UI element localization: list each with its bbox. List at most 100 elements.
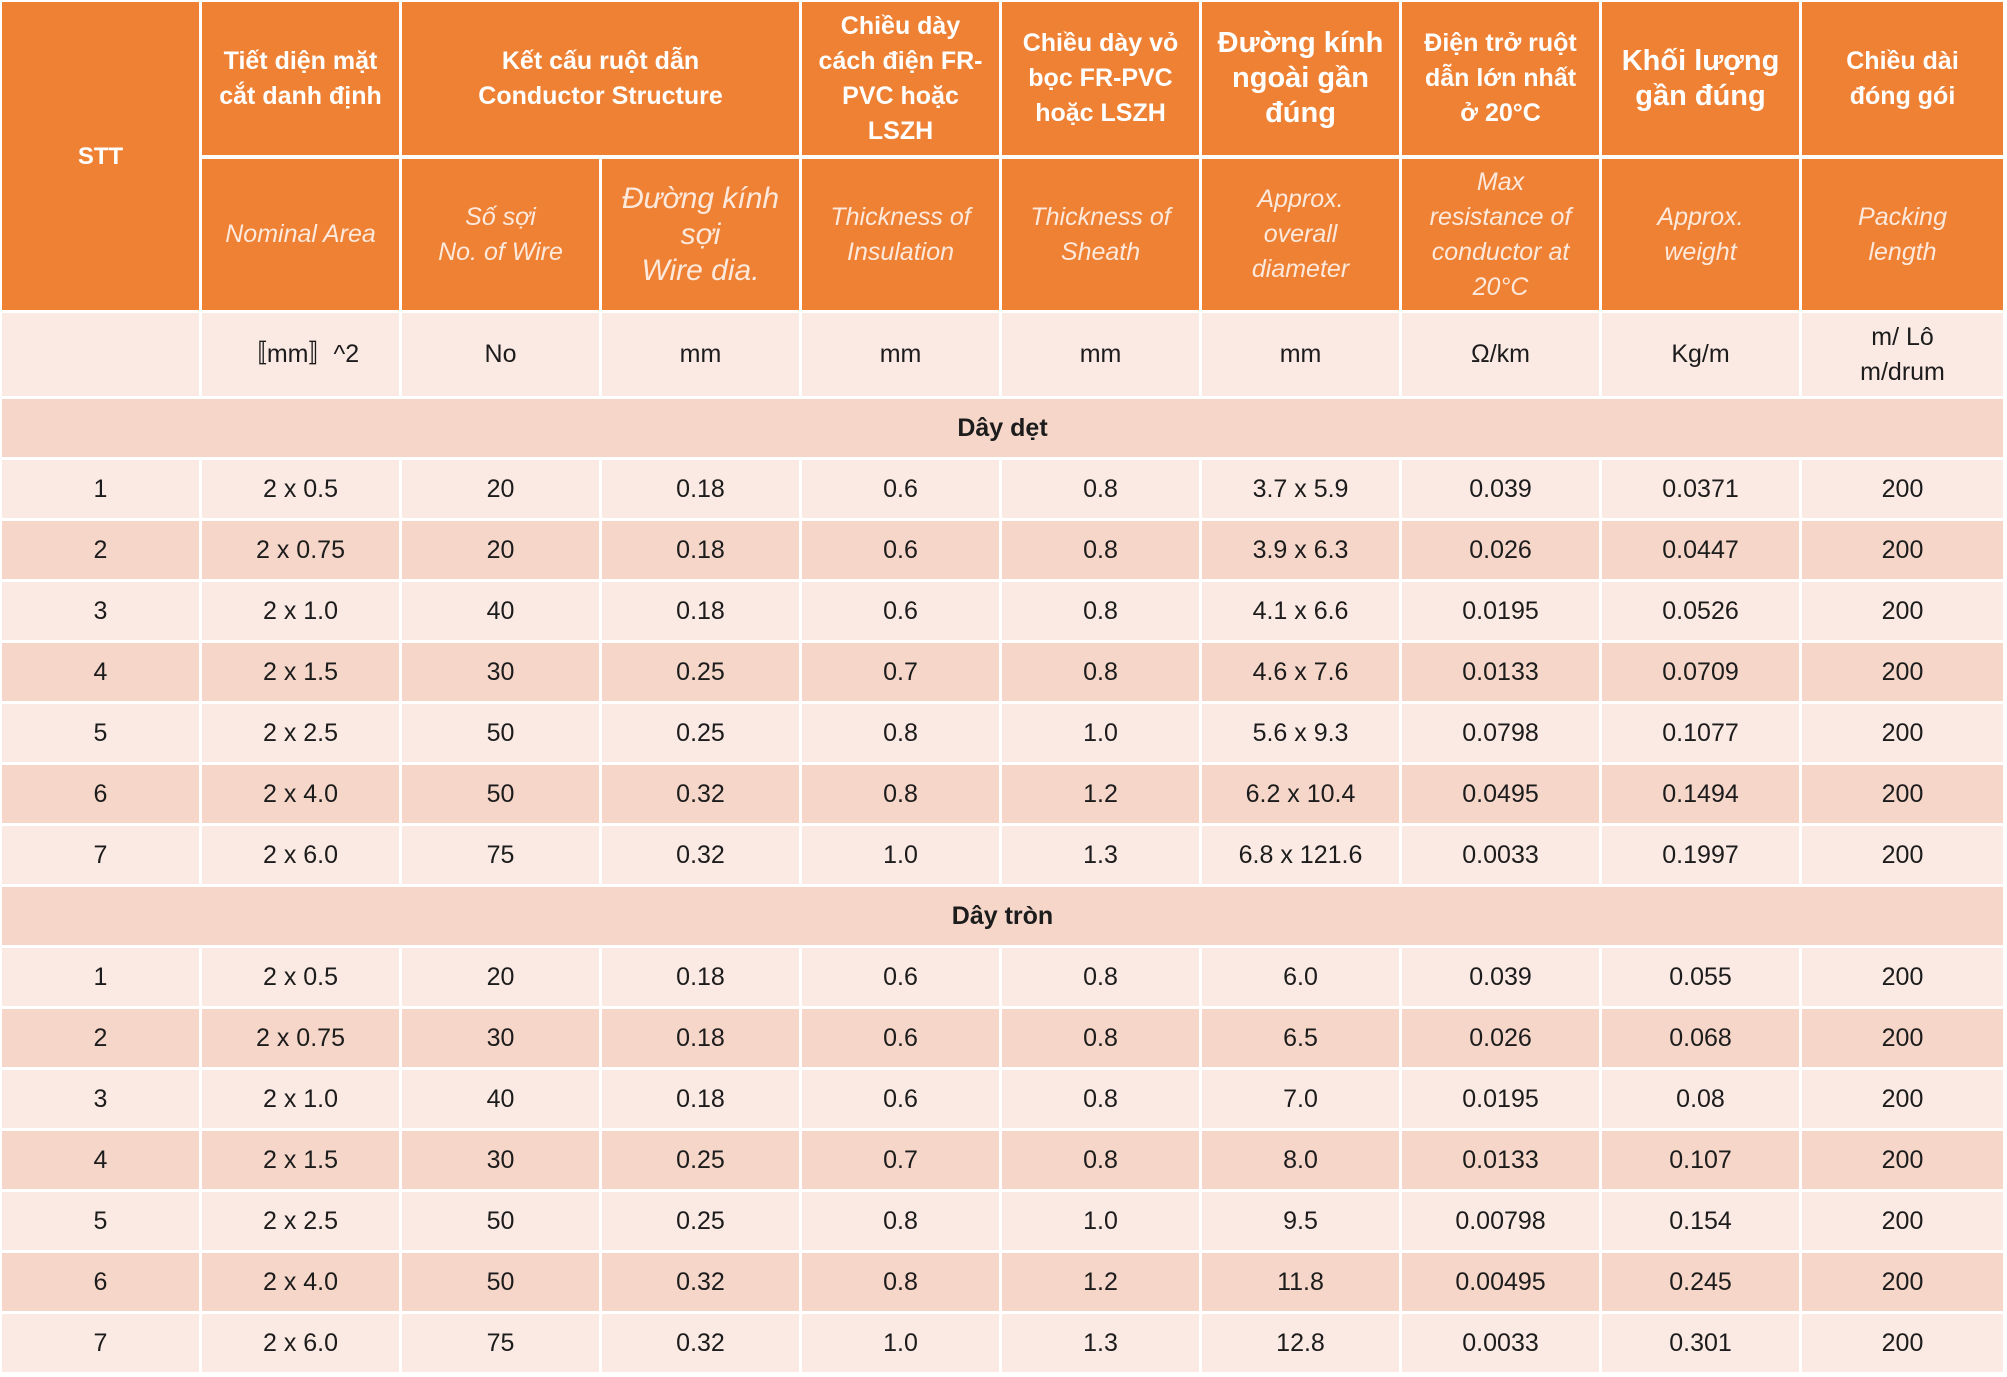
- cell-stt: 4: [2, 1131, 202, 1192]
- cell-wire-dia: 0.18: [602, 1009, 803, 1070]
- cell-nominal-area: 2 x 0.75: [202, 521, 402, 582]
- unit-cell-area: 〚mm〛^2: [202, 313, 402, 399]
- cell-resistance: 0.0798: [1402, 704, 1603, 765]
- cell-overall-diameter: 6.5: [1202, 1009, 1403, 1070]
- cell-stt: 7: [2, 1314, 202, 1375]
- cell-wire-dia: 0.25: [602, 643, 803, 704]
- unit-cell-insulation: mm: [802, 313, 1003, 399]
- cell-overall-diameter: 4.6 x 7.6: [1202, 643, 1403, 704]
- resistance-en: Max resistance of conductor at 20°C: [1402, 159, 1603, 313]
- header-row: STT Tiết diện mặt cắt danh định Kết cấu …: [2, 2, 2004, 313]
- cell-no-of-wire: 50: [402, 1253, 602, 1314]
- cell-wire-dia: 0.32: [602, 765, 803, 826]
- cell-resistance: 0.00495: [1402, 1253, 1603, 1314]
- cell-stt: 5: [2, 704, 202, 765]
- cell-no-of-wire: 75: [402, 826, 602, 887]
- section-title: Dây dẹt: [2, 399, 2004, 460]
- cell-packing: 200: [1802, 948, 2004, 1009]
- cell-weight: 0.0371: [1602, 460, 1803, 521]
- overall-diameter-header: Đường kính ngoài gần đúng: [1202, 2, 1403, 159]
- cell-packing: 200: [1802, 1253, 2004, 1314]
- cell-no-of-wire: 40: [402, 582, 602, 643]
- cell-weight: 0.0709: [1602, 643, 1803, 704]
- cell-weight: 0.068: [1602, 1009, 1803, 1070]
- cell-nominal-area: 2 x 6.0: [202, 826, 402, 887]
- cell-stt: 7: [2, 826, 202, 887]
- cell-insulation: 0.6: [802, 1070, 1003, 1131]
- cell-packing: 200: [1802, 1070, 2004, 1131]
- cell-wire-dia: 0.32: [602, 1253, 803, 1314]
- cell-insulation: 0.8: [802, 1192, 1003, 1253]
- unit-cell-weight: Kg/m: [1602, 313, 1803, 399]
- cell-wire-dia: 0.18: [602, 1070, 803, 1131]
- cell-packing: 200: [1802, 643, 2004, 704]
- cell-stt: 3: [2, 1070, 202, 1131]
- cell-stt: 6: [2, 765, 202, 826]
- cell-wire-dia: 0.18: [602, 582, 803, 643]
- cell-wire-dia: 0.18: [602, 521, 803, 582]
- cell-sheath: 1.2: [1002, 1253, 1203, 1314]
- cell-sheath: 0.8: [1002, 948, 1203, 1009]
- cell-packing: 200: [1802, 582, 2004, 643]
- cell-sheath: 1.0: [1002, 1192, 1203, 1253]
- cell-insulation: 0.6: [802, 460, 1003, 521]
- cell-wire-dia: 0.25: [602, 704, 803, 765]
- cell-packing: 200: [1802, 1192, 2004, 1253]
- cell-sheath: 0.8: [1002, 1131, 1203, 1192]
- cell-resistance: 0.0495: [1402, 765, 1603, 826]
- cell-no-of-wire: 40: [402, 1070, 602, 1131]
- cell-insulation: 0.6: [802, 948, 1003, 1009]
- cell-nominal-area: 2 x 1.0: [202, 582, 402, 643]
- cell-no-of-wire: 50: [402, 765, 602, 826]
- cell-insulation: 1.0: [802, 826, 1003, 887]
- cell-sheath: 1.3: [1002, 1314, 1203, 1375]
- cell-overall-diameter: 9.5: [1202, 1192, 1403, 1253]
- cell-nominal-area: 2 x 0.5: [202, 948, 402, 1009]
- sheath-header: Chiều dày vỏ bọc FR-PVC hoặc LSZH: [1002, 2, 1203, 159]
- cell-no-of-wire: 30: [402, 1131, 602, 1192]
- weight-header: Khối lượng gần đúng: [1602, 2, 1803, 159]
- cell-overall-diameter: 4.1 x 6.6: [1202, 582, 1403, 643]
- cell-resistance: 0.0033: [1402, 826, 1603, 887]
- unit-cell-wires: No: [402, 313, 602, 399]
- cell-nominal-area: 2 x 4.0: [202, 1253, 402, 1314]
- cell-stt: 4: [2, 643, 202, 704]
- cell-stt: 3: [2, 582, 202, 643]
- cell-no-of-wire: 30: [402, 1009, 602, 1070]
- resistance-header: Điện trở ruột dẫn lớn nhất ở 20°C: [1402, 2, 1603, 159]
- wire-dia-header: Đường kính sợi Wire dia.: [602, 159, 803, 313]
- stt-header: STT: [2, 2, 202, 313]
- cell-resistance: 0.0133: [1402, 643, 1603, 704]
- cell-insulation: 0.7: [802, 1131, 1003, 1192]
- cell-wire-dia: 0.18: [602, 948, 803, 1009]
- cell-resistance: 0.0195: [1402, 582, 1603, 643]
- cell-no-of-wire: 20: [402, 460, 602, 521]
- overall-diameter-en: Approx. overall diameter: [1202, 159, 1403, 313]
- insulation-header: Chiều dày cách điện FR- PVC hoặc LSZH: [802, 2, 1003, 159]
- conductor-structure-header: Kết cấu ruột dẫn Conductor Structure: [402, 2, 803, 159]
- cell-overall-diameter: 12.8: [1202, 1314, 1403, 1375]
- unit-cell-stt: [2, 313, 202, 399]
- unit-cell-sheath: mm: [1002, 313, 1203, 399]
- cell-packing: 200: [1802, 521, 2004, 582]
- cell-sheath: 1.2: [1002, 765, 1203, 826]
- cell-overall-diameter: 3.9 x 6.3: [1202, 521, 1403, 582]
- section-row: Dây dẹt: [2, 399, 2004, 460]
- cell-nominal-area: 2 x 0.75: [202, 1009, 402, 1070]
- section-row: Dây tròn: [2, 887, 2004, 948]
- cell-overall-diameter: 3.7 x 5.9: [1202, 460, 1403, 521]
- insulation-en: Thickness of Insulation: [802, 159, 1003, 313]
- cell-stt: 6: [2, 1253, 202, 1314]
- cell-insulation: 0.8: [802, 704, 1003, 765]
- cell-insulation: 0.6: [802, 1009, 1003, 1070]
